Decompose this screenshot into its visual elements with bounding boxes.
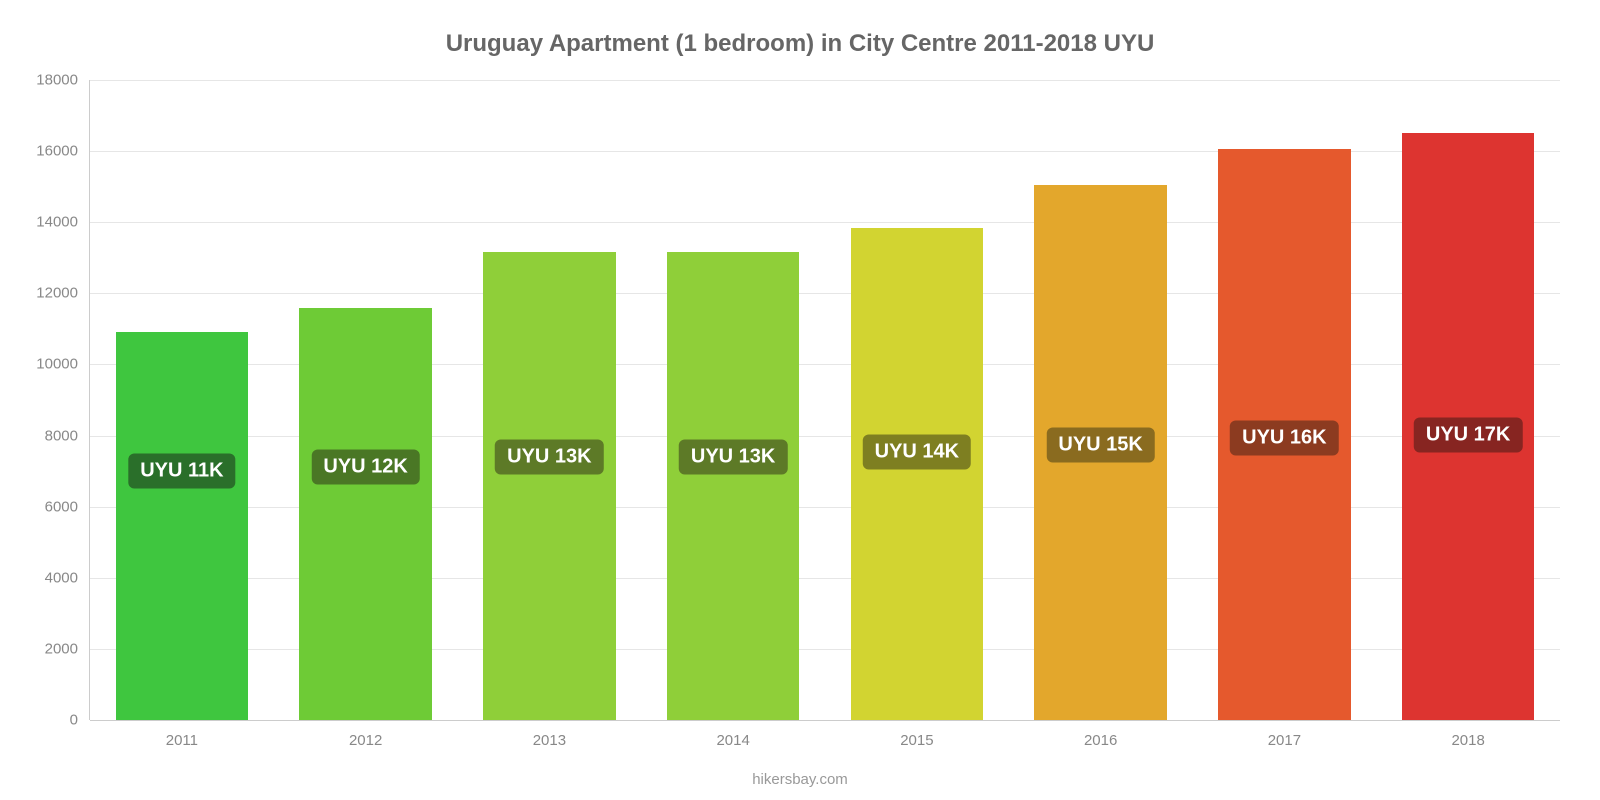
x-tick-label: 2013	[533, 720, 566, 749]
chart-container: Uruguay Apartment (1 bedroom) in City Ce…	[0, 0, 1600, 800]
bar	[483, 252, 615, 720]
bar	[299, 308, 431, 720]
y-tick-label: 18000	[36, 72, 90, 89]
x-tick-label: 2017	[1268, 720, 1301, 749]
bar-value-label: UYU 12K	[311, 449, 419, 484]
chart-title: Uruguay Apartment (1 bedroom) in City Ce…	[0, 30, 1600, 58]
bar	[116, 332, 248, 720]
y-tick-label: 8000	[45, 427, 90, 444]
plot-area: 0200040006000800010000120001400016000180…	[90, 80, 1560, 720]
y-tick-label: 12000	[36, 285, 90, 302]
grid-line	[90, 80, 1560, 81]
y-tick-label: 16000	[36, 143, 90, 160]
bar-value-label: UYU 15K	[1046, 427, 1154, 462]
credit-text: hikersbay.com	[0, 771, 1600, 788]
bar-value-label: UYU 13K	[679, 439, 787, 474]
x-tick-label: 2011	[166, 720, 198, 749]
y-tick-label: 2000	[45, 640, 90, 657]
x-tick-label: 2015	[900, 720, 933, 749]
y-tick-label: 10000	[36, 356, 90, 373]
x-tick-label: 2014	[716, 720, 749, 749]
bar	[851, 228, 983, 720]
x-tick-label: 2016	[1084, 720, 1117, 749]
y-tick-label: 6000	[45, 498, 90, 515]
x-tick-label: 2018	[1451, 720, 1484, 749]
x-axis-line	[90, 720, 1560, 721]
bar-value-label: UYU 13K	[495, 439, 603, 474]
y-tick-label: 0	[70, 712, 90, 729]
bar-value-label: UYU 17K	[1414, 418, 1522, 453]
y-axis-line	[89, 80, 90, 720]
y-tick-label: 4000	[45, 569, 90, 586]
y-tick-label: 14000	[36, 214, 90, 231]
bar-value-label: UYU 16K	[1230, 421, 1338, 456]
bar-value-label: UYU 11K	[128, 454, 235, 489]
bar	[667, 252, 799, 720]
bar-value-label: UYU 14K	[863, 435, 971, 470]
x-tick-label: 2012	[349, 720, 382, 749]
